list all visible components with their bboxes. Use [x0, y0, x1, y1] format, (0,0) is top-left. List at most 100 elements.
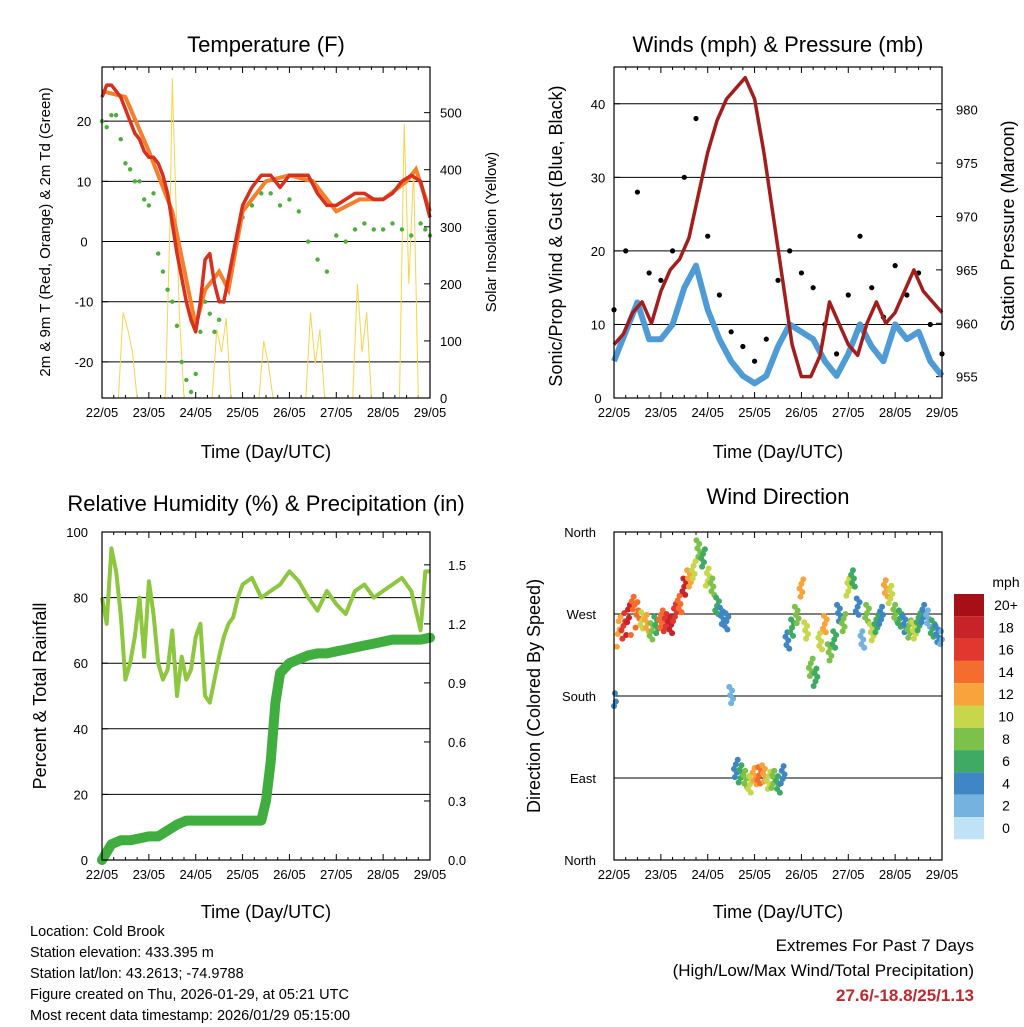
- temperature-ytick-label: -10: [75, 295, 94, 310]
- temperature-ytick-label: 0: [80, 235, 87, 250]
- winds-ytick-label: 30: [591, 170, 605, 185]
- winds-y2tick-label: 965: [956, 263, 978, 278]
- legend-swatch: [954, 705, 984, 728]
- temperature-y2label: Solar Insolation (Yellow): [483, 152, 500, 312]
- winds-y2tick-label: 960: [956, 316, 978, 331]
- dewpoint-point: [160, 269, 166, 274]
- dewpoint-point: [362, 221, 367, 226]
- direction-point: [794, 607, 801, 614]
- station-location: Location: Cold Brook: [30, 924, 165, 940]
- winds-ytick-label: 0: [594, 391, 601, 406]
- direction-point: [873, 616, 880, 623]
- direction-point: [617, 613, 624, 620]
- direction-point: [728, 700, 735, 707]
- temperature-xtick-label: 25/05: [226, 405, 259, 420]
- dewpoint-point: [104, 124, 109, 130]
- dewpoint-point: [315, 257, 320, 262]
- direction-point: [854, 603, 861, 610]
- wind-direction-xtick-label: 29/05: [926, 867, 959, 882]
- temperature-title: Temperature (F): [187, 32, 345, 57]
- direction-point: [781, 771, 788, 778]
- temperature-ylabel: 2m & 9m T (Red, Orange) & 2m Td (Green): [37, 87, 54, 376]
- direction-point: [785, 637, 792, 644]
- direction-point: [850, 575, 857, 582]
- extremes-block: Extremes For Past 7 Days (High/Low/Max W…: [673, 933, 974, 1008]
- direction-point: [747, 789, 754, 796]
- direction-point: [804, 631, 811, 638]
- direction-point: [723, 618, 730, 625]
- direction-point: [864, 610, 871, 617]
- wind-direction-ytick-label: West: [567, 607, 597, 622]
- wind-speed-line: [611, 262, 945, 387]
- wind-direction-plot-border: [613, 531, 943, 861]
- direction-point: [915, 614, 922, 621]
- direction-point: [918, 619, 925, 626]
- direction-point: [841, 623, 848, 630]
- direction-point: [849, 567, 856, 574]
- direction-point: [905, 634, 912, 641]
- gust-point: [869, 285, 875, 291]
- dewpoint-point: [390, 221, 395, 226]
- temperature-xtick-label: 27/05: [320, 405, 353, 420]
- winds-panel: Winds (mph) & Pressure (mb) Sonic/Prop W…: [546, 32, 1018, 462]
- direction-point: [814, 673, 821, 680]
- humidity-ytick-label: 100: [66, 525, 88, 540]
- dewpoint-point: [118, 137, 123, 142]
- winds-y2tick-label: 975: [956, 156, 978, 171]
- temperature-xlabel: Time (Day/UTC): [201, 442, 331, 462]
- direction-point: [768, 785, 775, 792]
- direction-point: [690, 562, 697, 569]
- direction-point: [804, 622, 811, 629]
- direction-point: [775, 773, 781, 780]
- gust-point: [669, 248, 676, 254]
- humidity-xtick-label: 27/05: [320, 867, 353, 882]
- humidity-ytick-label: 80: [74, 591, 88, 606]
- direction-point: [619, 635, 626, 642]
- winds-plot-border: [613, 66, 943, 399]
- direction-point: [676, 592, 683, 599]
- gust-point: [634, 189, 641, 195]
- gust-point: [927, 321, 933, 328]
- legend-label: 2: [1002, 798, 1010, 814]
- temperature-y2tick-label: 500: [440, 106, 462, 121]
- direction-point: [761, 765, 768, 772]
- wind-direction-legend-title: mph: [992, 574, 1019, 590]
- wind-direction-xtick-label: 25/05: [738, 867, 771, 882]
- dewpoint-point: [123, 161, 128, 166]
- direction-point: [806, 672, 813, 679]
- direction-point: [735, 779, 742, 786]
- gust-point: [740, 343, 746, 350]
- temperature-xtick-label: 23/05: [133, 405, 166, 420]
- direction-point: [734, 756, 741, 763]
- legend-label: 8: [1002, 731, 1010, 747]
- humidity-ytick-label: 60: [74, 656, 88, 671]
- winds-xtick-label: 25/05: [738, 405, 771, 420]
- dewpoint-point: [184, 377, 189, 383]
- dewpoint-point: [170, 299, 175, 304]
- humidity-plot-border: [101, 531, 431, 861]
- direction-point: [701, 546, 708, 553]
- temperature-xtick-label: 22/05: [86, 405, 119, 420]
- winds-y2tick-label: 955: [956, 370, 978, 385]
- legend-label: 10: [998, 709, 1014, 725]
- legend-swatch: [954, 727, 984, 751]
- direction-point: [817, 630, 824, 637]
- legend-swatch: [954, 772, 984, 795]
- legend-swatch: [954, 750, 984, 773]
- legend-label: 0: [1002, 820, 1010, 836]
- direction-point: [691, 570, 698, 577]
- gust-point: [751, 358, 758, 364]
- station-info: Location: Cold Brook Station elevation: …: [30, 922, 350, 1027]
- direction-point: [887, 595, 894, 602]
- gust-point: [810, 285, 816, 291]
- winds-y2tick-label: 980: [956, 103, 978, 118]
- legend-swatch: [954, 594, 984, 617]
- solar-insolation-line: [102, 78, 430, 399]
- direction-point: [669, 630, 676, 637]
- station-elevation: Station elevation: 433.395 m: [30, 945, 214, 961]
- direction-point: [658, 620, 665, 627]
- direction-point: [860, 636, 867, 643]
- humidity-xtick-label: 25/05: [226, 867, 259, 882]
- direction-point: [692, 558, 699, 565]
- humidity-y2tick-label: 0.9: [448, 676, 466, 691]
